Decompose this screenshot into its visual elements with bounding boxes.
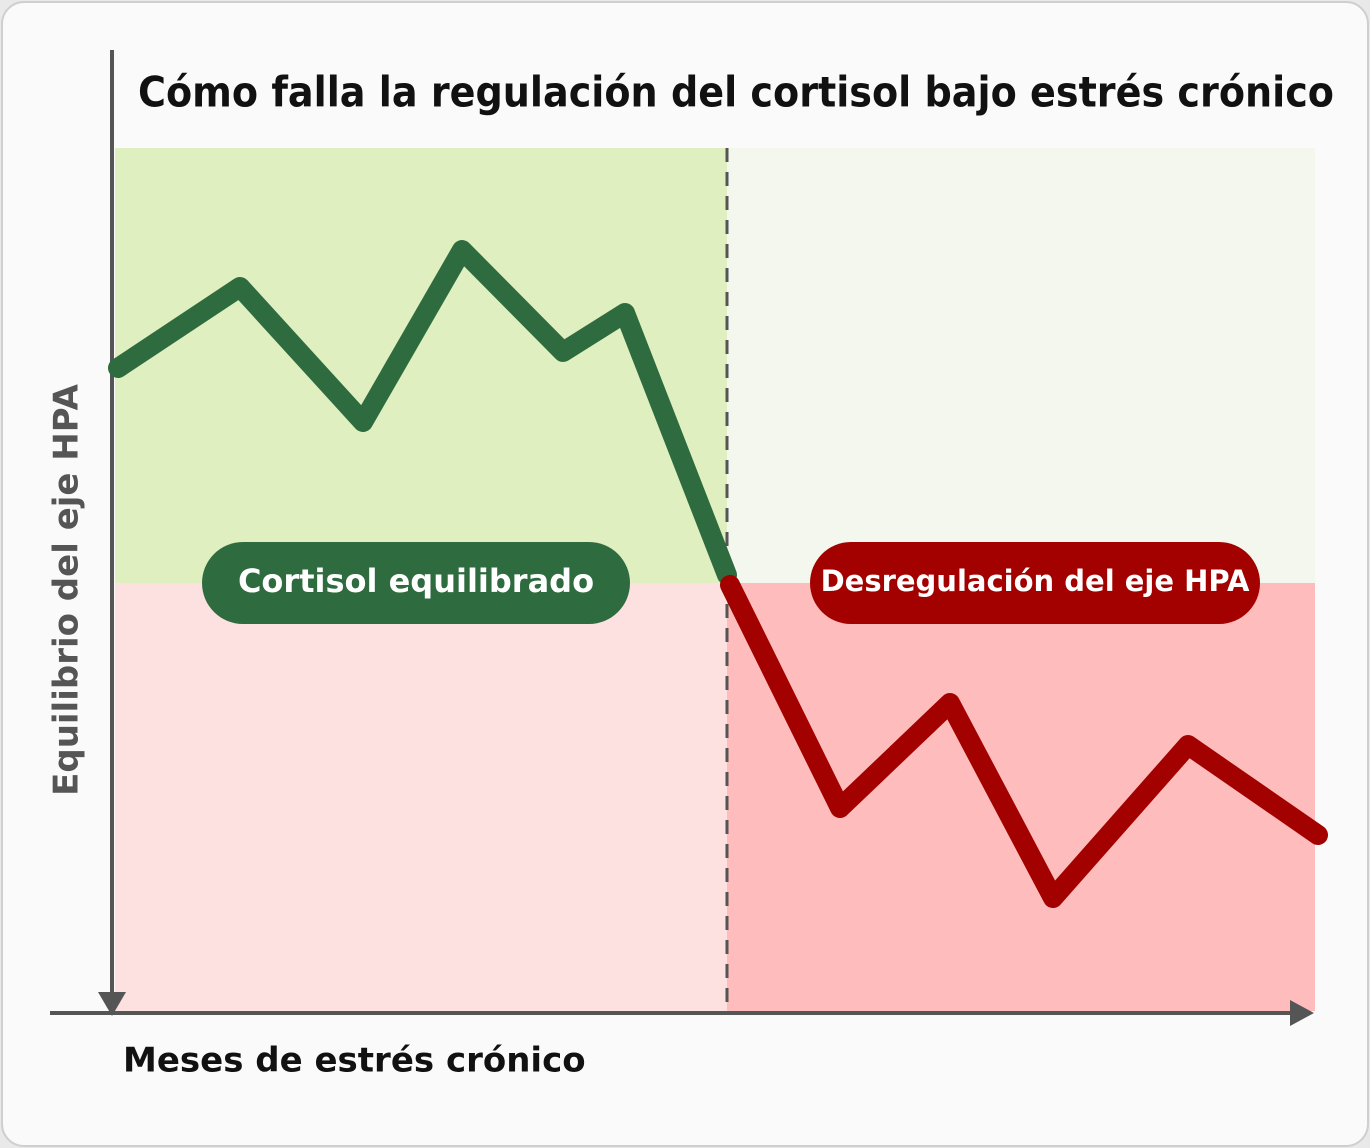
title: Cómo falla la regulación del cortisol ba… <box>138 68 1334 117</box>
zone-dysregulated <box>727 583 1315 1011</box>
y-axis-arrow <box>98 992 126 1016</box>
zone-upper-right <box>727 148 1315 583</box>
x-axis-label: Meses de estrés crónico <box>123 1041 586 1081</box>
zone-label: Cortisol equilibrado <box>238 562 594 600</box>
y-axis-label: Equilibrio del eje HPA <box>47 383 87 795</box>
x-axis-arrow <box>1290 1000 1314 1026</box>
dysregulated-curve <box>720 575 1328 908</box>
zone-pill <box>202 542 630 624</box>
balanced-curve <box>108 240 737 585</box>
zone-lower-left <box>115 583 727 1011</box>
zone-balanced-top <box>115 148 727 583</box>
zone-label: Desregulación del eje HPA <box>821 564 1250 598</box>
zone-pill <box>810 542 1260 624</box>
